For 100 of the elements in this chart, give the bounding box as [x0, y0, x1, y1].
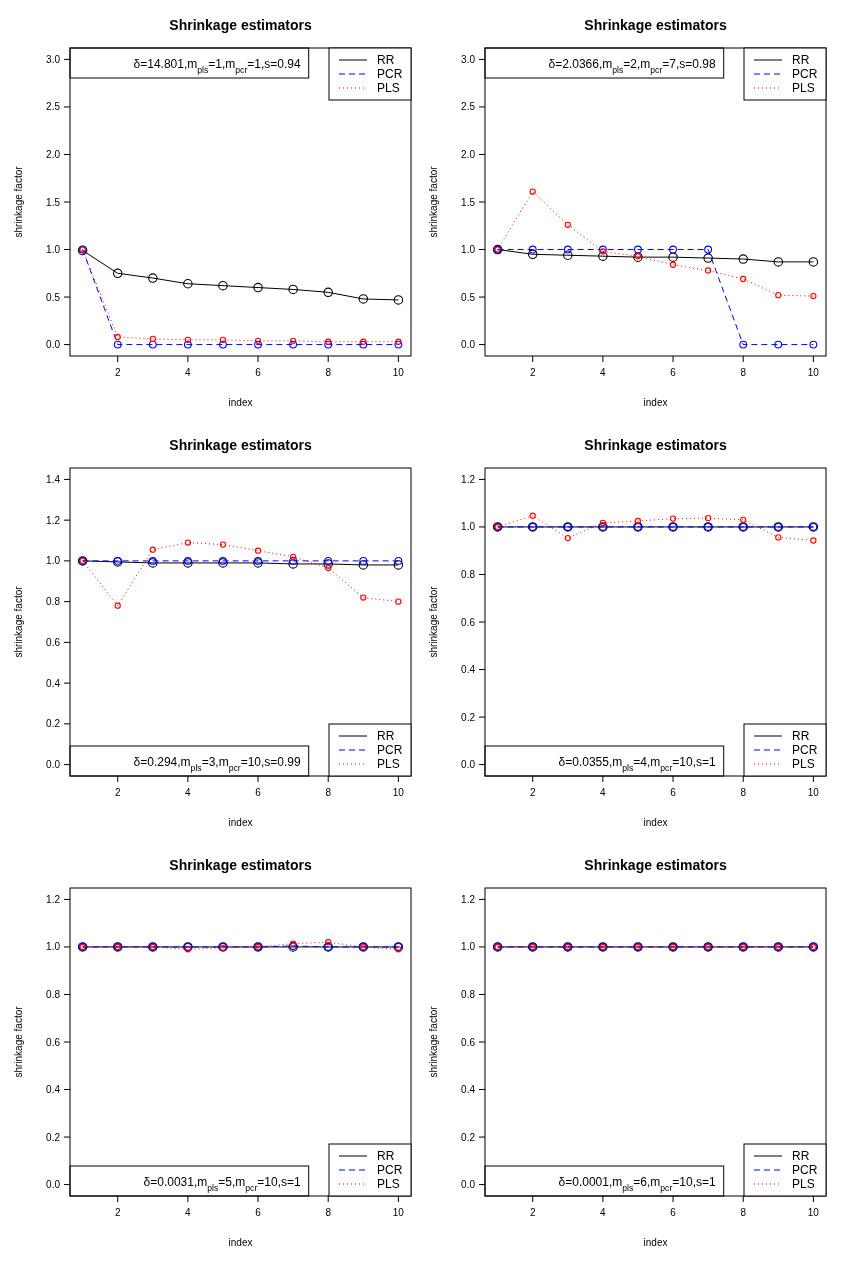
legend-label: RR [377, 729, 395, 744]
y-tick-label: 0.0 [46, 1179, 61, 1191]
x-tick-label: 4 [600, 1207, 607, 1218]
x-tick-label: 8 [325, 1207, 332, 1218]
chart-title: Shrinkage estimators [169, 857, 312, 873]
x-axis-title: index [643, 397, 668, 408]
x-tick-label: 6 [255, 1207, 262, 1218]
y-tick-label: 2.0 [46, 148, 61, 160]
annotation: δ=2.0366,m$_{pls}$=2,m$_{pcr}$=7,s=0.98 [548, 57, 717, 75]
legend-label: PLS [377, 757, 400, 772]
y-tick-label: 1.4 [46, 473, 61, 485]
legend-label: PCR [792, 67, 818, 82]
y-tick-label: 0.4 [46, 1084, 61, 1096]
legend-label: RR [792, 53, 810, 68]
y-axis-title: shrinkage factor [13, 585, 24, 658]
y-axis-title: shrinkage factor [13, 1005, 24, 1078]
x-tick-label: 2 [529, 367, 536, 378]
y-tick-label: 0.2 [46, 718, 61, 730]
x-tick-label: 4 [185, 367, 192, 378]
annotation: δ=0.0001,m$_{pls}$=6,m$_{pcr}$=10,s=1 [558, 1175, 717, 1193]
x-tick-label: 10 [807, 1207, 820, 1218]
x-tick-label: 8 [325, 367, 332, 378]
x-tick-label: 6 [670, 787, 677, 798]
legend-label: PCR [377, 67, 403, 82]
x-tick-label: 6 [670, 1207, 677, 1218]
legend-label: PLS [377, 1177, 400, 1192]
x-axis-title: index [643, 1237, 668, 1248]
x-tick-label: 2 [529, 787, 536, 798]
y-tick-label: 0.5 [461, 291, 476, 303]
annotation: δ=14.801,m$_{pls}$=1,m$_{pcr}$=1,s=0.94 [133, 57, 302, 75]
y-tick-label: 0.2 [46, 1131, 61, 1143]
y-axis-title: shrinkage factor [428, 1005, 439, 1078]
y-tick-label: 1.2 [461, 473, 476, 485]
x-tick-label: 10 [392, 1207, 405, 1218]
legend-label: PLS [377, 81, 400, 96]
x-tick-label: 4 [600, 367, 607, 378]
y-tick-label: 0.0 [461, 759, 476, 771]
x-tick-label: 6 [255, 787, 262, 798]
x-tick-label: 10 [807, 787, 820, 798]
x-tick-label: 4 [600, 787, 607, 798]
y-tick-label: 0.2 [461, 1131, 476, 1143]
y-tick-label: 1.5 [46, 196, 61, 208]
legend-label: PCR [792, 743, 818, 758]
y-tick-label: 0.4 [461, 1084, 476, 1096]
legend-label: RR [377, 53, 395, 68]
y-tick-label: 1.2 [461, 893, 476, 905]
y-tick-label: 2.5 [46, 101, 61, 113]
y-tick-label: 3.0 [461, 53, 476, 65]
x-tick-label: 6 [255, 367, 262, 378]
legend-label: RR [377, 1149, 395, 1164]
legend-label: PCR [377, 743, 403, 758]
y-tick-label: 0.0 [46, 759, 61, 771]
x-tick-label: 4 [185, 787, 192, 798]
x-axis-title: index [643, 817, 668, 828]
x-tick-label: 6 [670, 367, 677, 378]
legend-label: PCR [377, 1163, 403, 1178]
y-tick-label: 1.0 [46, 555, 61, 567]
x-tick-label: 8 [740, 787, 747, 798]
y-tick-label: 0.4 [46, 677, 61, 689]
chart-title: Shrinkage estimators [169, 17, 312, 33]
chart-title: Shrinkage estimators [584, 857, 727, 873]
y-tick-label: 0.0 [46, 339, 61, 351]
y-tick-label: 1.0 [46, 244, 61, 256]
y-tick-label: 0.8 [46, 596, 61, 608]
y-tick-label: 1.2 [46, 514, 61, 526]
chart-title: Shrinkage estimators [169, 437, 312, 453]
annotation: δ=0.0355,m$_{pls}$=4,m$_{pcr}$=10,s=1 [558, 755, 717, 773]
x-tick-label: 2 [529, 1207, 536, 1218]
y-tick-label: 1.5 [461, 196, 476, 208]
x-tick-label: 2 [114, 1207, 121, 1218]
y-tick-label: 0.8 [461, 568, 476, 580]
y-tick-label: 0.0 [461, 339, 476, 351]
y-tick-label: 0.6 [461, 616, 476, 628]
chart-title: Shrinkage estimators [584, 17, 727, 33]
y-tick-label: 0.8 [46, 988, 61, 1000]
legend-label: RR [792, 1149, 810, 1164]
x-tick-label: 10 [807, 367, 820, 378]
y-tick-label: 0.2 [461, 711, 476, 723]
x-tick-label: 4 [185, 1207, 192, 1218]
y-axis-title: shrinkage factor [13, 165, 24, 238]
x-tick-label: 2 [114, 367, 121, 378]
annotation: δ=0.294,m$_{pls}$=3,m$_{pcr}$=10,s=0.99 [133, 755, 302, 773]
y-tick-label: 0.6 [46, 1036, 61, 1048]
y-axis-title: shrinkage factor [428, 585, 439, 658]
y-tick-label: 1.2 [46, 893, 61, 905]
chart-title: Shrinkage estimators [584, 437, 727, 453]
y-tick-label: 2.5 [461, 101, 476, 113]
y-tick-label: 0.6 [461, 1036, 476, 1048]
y-tick-label: 1.0 [461, 521, 476, 533]
legend-label: PCR [792, 1163, 818, 1178]
y-tick-label: 1.0 [461, 244, 476, 256]
x-axis-title: index [228, 1237, 253, 1248]
y-tick-label: 0.0 [461, 1179, 476, 1191]
annotation: δ=0.0031,m$_{pls}$=5,m$_{pcr}$=10,s=1 [143, 1175, 302, 1193]
x-tick-label: 10 [392, 787, 405, 798]
y-tick-label: 0.5 [46, 291, 61, 303]
y-axis-title: shrinkage factor [428, 165, 439, 238]
x-axis-title: index [228, 397, 253, 408]
x-tick-label: 2 [114, 787, 121, 798]
legend-label: PLS [792, 757, 815, 772]
